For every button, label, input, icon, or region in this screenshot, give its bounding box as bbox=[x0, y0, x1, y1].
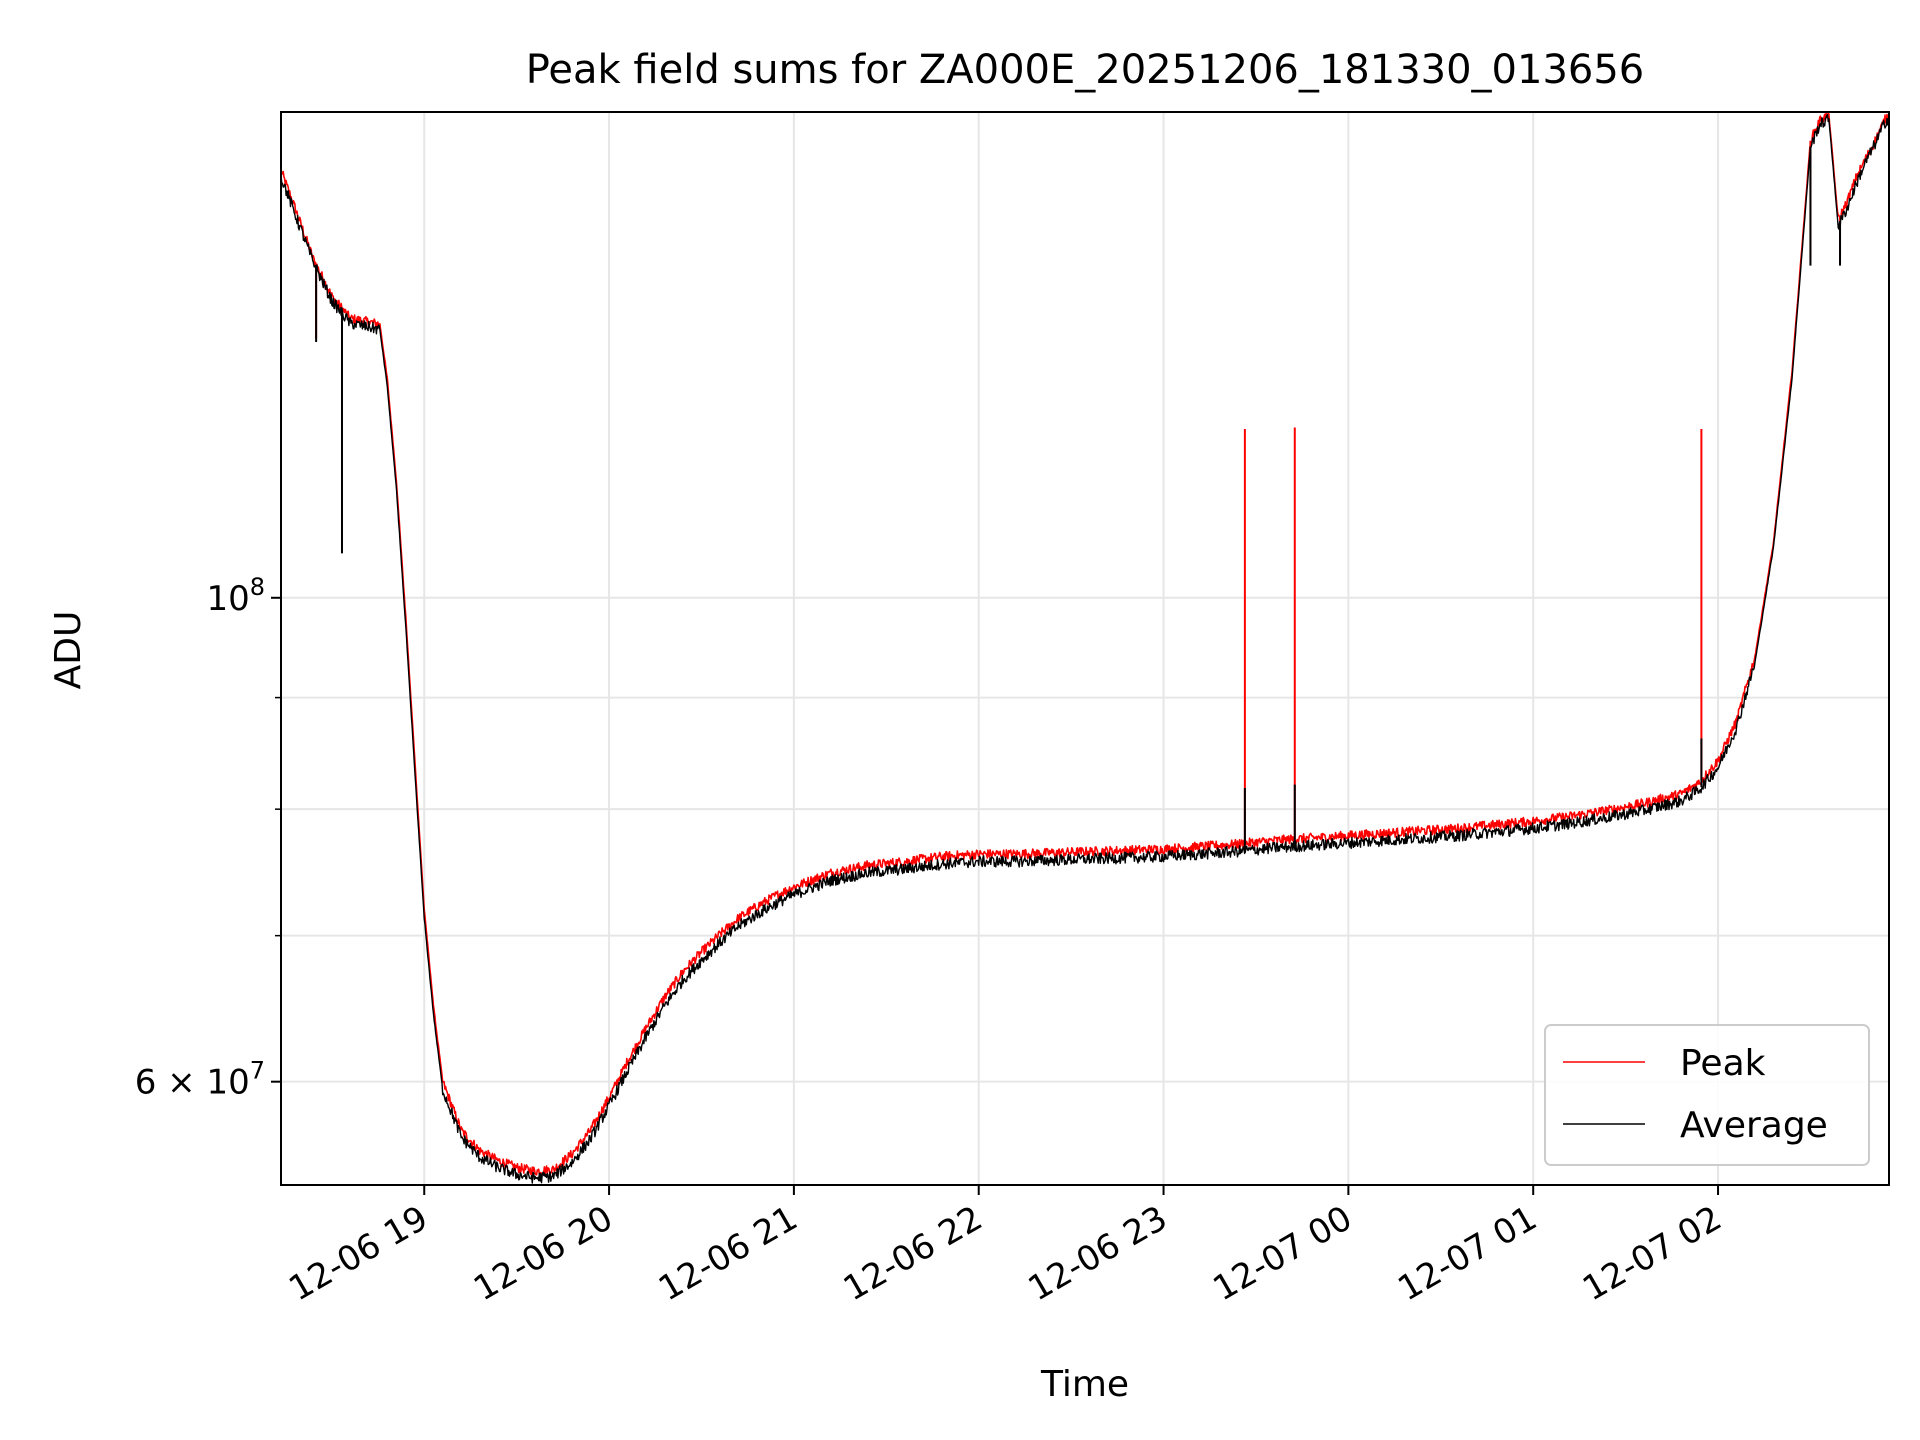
legend-label-average: Average bbox=[1680, 1105, 1828, 1146]
y-tick-label: 6 × 107 bbox=[135, 1057, 265, 1103]
x-axis-label: Time bbox=[1040, 1364, 1129, 1405]
chart: Peak field sums for ZA000E_20251206_1813… bbox=[0, 0, 1920, 1440]
legend: Peak Average bbox=[1545, 1025, 1869, 1165]
chart-title: Peak field sums for ZA000E_20251206_1813… bbox=[526, 47, 1645, 93]
legend-label-peak: Peak bbox=[1680, 1043, 1766, 1084]
y-axis-label: ADU bbox=[48, 611, 89, 690]
